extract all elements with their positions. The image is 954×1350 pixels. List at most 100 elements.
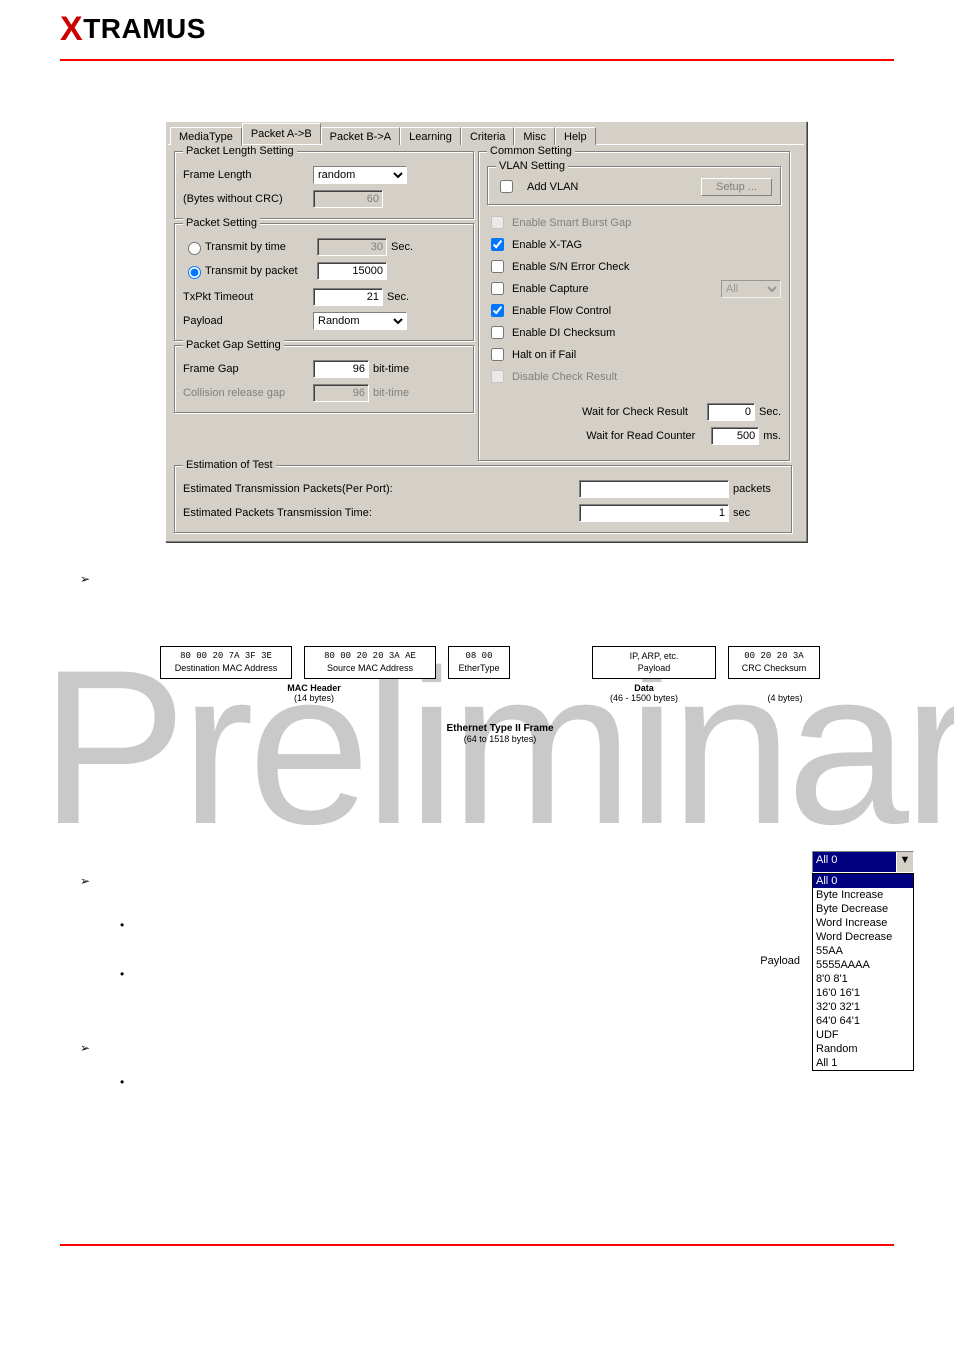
group-packet-setting: Packet Setting Transmit by time Sec. Tra… xyxy=(174,223,474,341)
add-vlan-label: Add VLAN xyxy=(527,181,578,193)
frame-mac-header-label: MAC Header (14 bytes) xyxy=(160,683,468,703)
frame-gap-unit: bit-time xyxy=(373,363,409,375)
legend-packet-setting: Packet Setting xyxy=(183,217,260,229)
transmit-by-time-radio[interactable] xyxy=(188,242,201,255)
group-packet-gap: Packet Gap Setting Frame Gap bit-time Co… xyxy=(174,345,474,413)
footer-rule xyxy=(60,1244,894,1246)
vlan-setup-button: Setup ... xyxy=(701,178,772,196)
tab-misc[interactable]: Misc xyxy=(514,127,555,145)
frame-ethertype-box: 08 00 EtherType xyxy=(448,646,510,679)
transmit-by-packet-input[interactable] xyxy=(317,262,387,280)
payload-option[interactable]: 8'0 8'1 xyxy=(813,972,913,986)
add-vlan-check[interactable] xyxy=(500,180,513,193)
payload-option[interactable]: Word Increase xyxy=(813,916,913,930)
payload-option[interactable]: 32'0 32'1 xyxy=(813,1000,913,1014)
wait-check-result-input[interactable] xyxy=(707,403,755,421)
common-check-6[interactable] xyxy=(491,348,504,361)
payload-option[interactable]: 5555AAAA xyxy=(813,958,913,972)
tab-learning[interactable]: Learning xyxy=(400,127,461,145)
transmit-by-time-unit: Sec. xyxy=(391,241,413,253)
tab-help[interactable]: Help xyxy=(555,127,596,145)
ethernet-frame-diagram: 80 00 20 7A 3F 3E Destination MAC Addres… xyxy=(160,646,840,744)
content: Preliminary MediaType Packet A->B Packet… xyxy=(0,61,954,1089)
frame-length-combo[interactable]: random xyxy=(313,166,407,184)
frame-length-label: Frame Length xyxy=(183,169,313,181)
payload-option[interactable]: 16'0 16'1 xyxy=(813,986,913,1000)
payload-option[interactable]: Byte Decrease xyxy=(813,902,913,916)
est-packets-input[interactable] xyxy=(579,480,729,498)
common-check-row: Enable Flow Control xyxy=(487,301,781,320)
payload-label: Payload xyxy=(183,315,313,327)
frame-dest-box: 80 00 20 7A 3F 3E Destination MAC Addres… xyxy=(160,646,292,679)
collision-gap-label: Collision release gap xyxy=(183,387,313,399)
frame-gap-input[interactable] xyxy=(313,360,369,378)
wait-check-result-unit: Sec. xyxy=(759,406,781,418)
common-check-label: Halt on if Fail xyxy=(512,349,576,361)
common-check-0 xyxy=(491,216,504,229)
wait-check-result-label: Wait for Check Result xyxy=(582,406,707,418)
common-check-row: Halt on if Fail xyxy=(487,345,781,364)
transmit-by-packet-radio[interactable] xyxy=(188,266,201,279)
tab-packet-ab[interactable]: Packet A->B xyxy=(242,123,321,144)
payload-combo[interactable]: Random xyxy=(313,312,407,330)
bullet-3 xyxy=(120,1075,894,1089)
est-packets-unit: packets xyxy=(733,483,783,495)
common-check-7 xyxy=(491,370,504,383)
frame-crc-box: 00 20 20 3A CRC Checksum xyxy=(728,646,820,679)
transmit-by-packet-label: Transmit by packet xyxy=(205,265,317,277)
common-check-5[interactable] xyxy=(491,326,504,339)
txpkt-timeout-input[interactable] xyxy=(313,288,383,306)
wait-read-counter-input[interactable] xyxy=(711,427,759,445)
payload-option[interactable]: Random xyxy=(813,1042,913,1056)
payload-dropdown-combo[interactable]: All 0 ▼ xyxy=(812,851,914,873)
common-check-row: Enable S/N Error Check xyxy=(487,257,781,276)
settings-dialog: MediaType Packet A->B Packet B->A Learni… xyxy=(165,121,807,542)
transmit-by-time-label: Transmit by time xyxy=(205,241,317,253)
common-check-2[interactable] xyxy=(491,260,504,273)
common-check-row: Enable X-TAG xyxy=(487,235,781,254)
tab-packet-ba[interactable]: Packet B->A xyxy=(321,127,400,145)
logo: XTRAMUS xyxy=(60,13,206,44)
payload-dropdown-sample: Payload All 0 ▼ All 0Byte IncreaseByte D… xyxy=(760,851,914,1071)
tab-mediatype[interactable]: MediaType xyxy=(170,127,242,145)
est-time-unit: sec xyxy=(733,507,783,519)
payload-option[interactable]: Word Decrease xyxy=(813,930,913,944)
txpkt-timeout-label: TxPkt Timeout xyxy=(183,291,313,303)
group-estimation: Estimation of Test Estimated Transmissio… xyxy=(174,465,792,533)
common-check-3[interactable] xyxy=(491,282,504,295)
wait-read-counter-unit: ms. xyxy=(763,430,781,442)
collision-gap-unit: bit-time xyxy=(373,387,409,399)
common-check-list: Enable Smart Burst GapEnable X-TAGEnable… xyxy=(487,213,781,386)
frame-payload-box: IP, ARP, etc. Payload xyxy=(592,646,716,679)
payload-option[interactable]: 55AA xyxy=(813,944,913,958)
payload-option[interactable]: UDF xyxy=(813,1028,913,1042)
capture-combo: All xyxy=(721,280,781,298)
chevron-down-icon[interactable]: ▼ xyxy=(896,852,913,872)
tab-criteria[interactable]: Criteria xyxy=(461,127,514,145)
common-check-label: Enable X-TAG xyxy=(512,239,582,251)
txpkt-timeout-unit: Sec. xyxy=(387,291,409,303)
logo-rest: TRAMUS xyxy=(83,13,206,44)
payload-dropdown-label: Payload xyxy=(760,955,800,967)
collision-gap-input xyxy=(313,384,369,402)
tab-body: Packet Length Setting Frame Length rando… xyxy=(168,144,804,539)
common-check-1[interactable] xyxy=(491,238,504,251)
est-time-input[interactable] xyxy=(579,504,729,522)
tab-strip: MediaType Packet A->B Packet B->A Learni… xyxy=(166,122,806,144)
common-check-label: Enable DI Checksum xyxy=(512,327,615,339)
common-check-4[interactable] xyxy=(491,304,504,317)
common-check-label: Enable Capture xyxy=(512,283,588,295)
bytes-without-crc-label: (Bytes without CRC) xyxy=(183,193,313,205)
payload-option[interactable]: Byte Increase xyxy=(813,888,913,902)
frame-crc-bytes-label: (4 bytes) xyxy=(740,683,830,703)
common-check-row: Enable DI Checksum xyxy=(487,323,781,342)
frame-gap-label: Frame Gap xyxy=(183,363,313,375)
payload-dropdown-list[interactable]: All 0Byte IncreaseByte DecreaseWord Incr… xyxy=(812,873,914,1071)
page-header: XTRAMUS xyxy=(0,0,954,55)
payload-option[interactable]: All 0 xyxy=(813,874,913,888)
legend-packet-length: Packet Length Setting xyxy=(183,145,297,157)
est-time-label: Estimated Packets Transmission Time: xyxy=(183,507,433,519)
payload-option[interactable]: 64'0 64'1 xyxy=(813,1014,913,1028)
payload-option[interactable]: All 1 xyxy=(813,1056,913,1070)
legend-common-setting: Common Setting xyxy=(487,145,575,157)
